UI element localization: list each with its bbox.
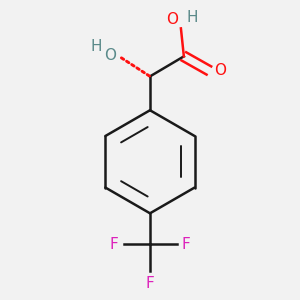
Text: F: F [110,237,118,252]
Text: F: F [146,276,154,291]
Text: O: O [167,12,178,27]
Text: O: O [104,48,116,63]
Text: H: H [186,10,198,25]
Text: F: F [182,237,190,252]
Text: H: H [91,39,102,54]
Text: O: O [214,63,226,78]
